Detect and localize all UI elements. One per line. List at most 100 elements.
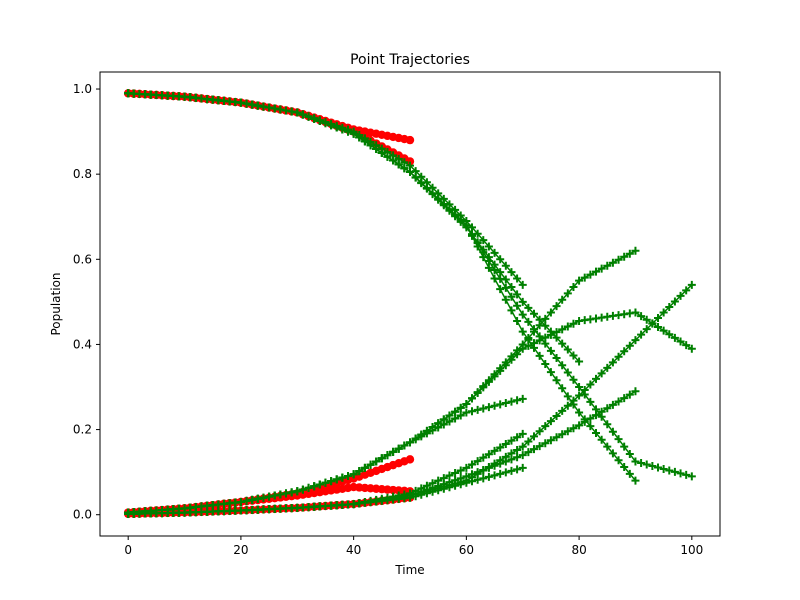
future-point <box>558 361 567 370</box>
future-point <box>456 480 465 489</box>
future-point <box>372 457 381 466</box>
future-point <box>563 401 572 410</box>
future-point <box>535 427 544 436</box>
future-point <box>400 441 409 450</box>
future-point <box>496 400 505 409</box>
future-point <box>355 133 364 142</box>
future-point <box>558 384 567 393</box>
future-point <box>327 121 336 130</box>
future-point <box>479 466 488 475</box>
future-point <box>586 422 595 431</box>
future-point <box>298 110 307 119</box>
future-point <box>473 475 482 484</box>
future-point <box>575 383 584 392</box>
future-point <box>665 466 674 475</box>
future-point <box>338 125 347 134</box>
future-point <box>501 440 510 449</box>
future-point <box>563 368 572 377</box>
future-point <box>620 252 629 261</box>
future-point <box>541 314 550 323</box>
future-point <box>592 411 600 420</box>
future-point <box>248 495 257 504</box>
future-point <box>468 230 476 239</box>
future-point <box>637 330 646 339</box>
y-axis-label: Population <box>49 272 63 335</box>
future-point <box>524 334 533 343</box>
future-point <box>456 411 465 420</box>
future-point <box>552 354 561 363</box>
future-point <box>535 351 544 360</box>
future-point <box>428 487 437 496</box>
future-point <box>631 387 640 396</box>
future-point <box>377 148 386 157</box>
future-point <box>484 450 493 459</box>
future-point <box>417 179 426 188</box>
future-point <box>411 492 420 501</box>
future-point <box>490 471 499 480</box>
series-layer <box>123 89 696 519</box>
future-point <box>648 319 657 328</box>
past-point <box>405 135 415 145</box>
future-point <box>389 156 398 165</box>
future-point <box>355 467 364 476</box>
future-point <box>603 404 612 413</box>
future-point <box>507 355 516 364</box>
future-point <box>563 427 572 436</box>
future-point <box>473 468 482 477</box>
future-point <box>637 458 646 467</box>
future-point <box>530 327 538 336</box>
future-point <box>631 476 640 485</box>
future-point <box>530 432 538 441</box>
y-tick-label: 0.2 <box>73 423 92 437</box>
future-point <box>676 291 685 300</box>
future-point <box>625 341 634 350</box>
future-point <box>496 459 505 468</box>
future-point <box>625 469 634 478</box>
future-point <box>580 273 589 282</box>
future-point <box>580 417 589 426</box>
future-point <box>287 488 296 497</box>
past-trajectory <box>123 493 415 519</box>
future-point <box>518 297 527 306</box>
future-point <box>569 351 578 360</box>
future-point <box>445 483 454 492</box>
x-tick-label: 40 <box>346 543 361 557</box>
future-point <box>563 392 572 401</box>
future-point <box>637 312 646 321</box>
future-point <box>394 444 403 453</box>
future-point <box>620 394 629 403</box>
future-point <box>496 469 505 478</box>
future-point <box>665 330 674 339</box>
y-tick-label: 0.6 <box>73 252 92 266</box>
future-point <box>541 360 550 369</box>
future-point <box>541 439 550 448</box>
future-point <box>518 280 527 289</box>
future-point <box>614 456 623 465</box>
future-point <box>648 461 657 470</box>
future-point <box>400 164 409 173</box>
future-point <box>575 421 584 430</box>
future-trajectory <box>124 463 527 518</box>
future-point <box>501 361 510 370</box>
past-point <box>405 157 415 166</box>
future-point <box>513 453 522 462</box>
future-point <box>321 119 330 128</box>
future-point <box>513 433 522 442</box>
future-point <box>518 442 527 451</box>
future-point <box>332 475 341 484</box>
x-tick-label: 60 <box>459 543 474 557</box>
future-point <box>282 489 290 498</box>
future-point <box>507 292 516 301</box>
future-point <box>625 450 634 459</box>
future-point <box>558 430 567 439</box>
future-point <box>597 369 606 378</box>
future-point <box>558 295 567 304</box>
future-point <box>417 490 426 499</box>
future-point <box>563 289 572 298</box>
x-axis-label: Time <box>394 563 424 577</box>
future-point <box>670 333 679 342</box>
future-point <box>422 184 431 193</box>
future-point <box>541 333 550 342</box>
future-point <box>592 428 600 437</box>
future-point <box>569 319 578 328</box>
